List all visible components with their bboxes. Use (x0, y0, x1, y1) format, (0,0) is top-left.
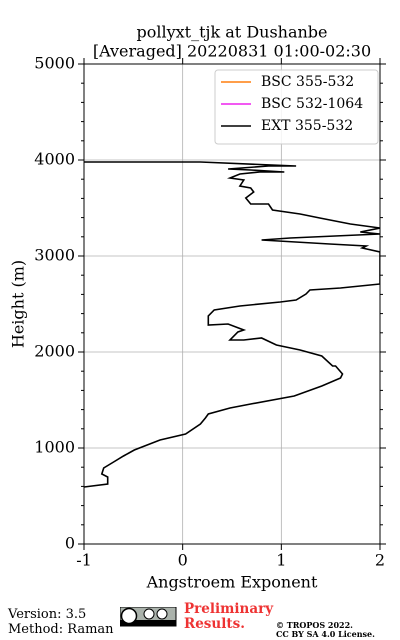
chart-subtitle: [Averaged] 20220831 01:00-02:30 (93, 42, 371, 61)
copyright: © TROPOS 2022. (276, 620, 353, 630)
x-tick-label: 0 (178, 551, 188, 570)
legend-box (214, 69, 379, 145)
legend-label: BSC 532-1064 (261, 96, 363, 112)
y-tick-label: 4000 (34, 150, 75, 169)
y-tick-label: 3000 (34, 246, 75, 265)
profile-line (84, 161, 380, 488)
x-tick-label: -1 (76, 551, 92, 570)
cc-badge (120, 607, 177, 627)
plot-frame (83, 63, 381, 545)
y-tick-label: 1000 (34, 438, 75, 457)
chart-title: pollyxt_tjk at Dushanbe (136, 23, 327, 42)
x-tick-label: 2 (375, 551, 385, 570)
legend-label: EXT 355-532 (261, 118, 353, 134)
preliminary-notice: Preliminary Results. (184, 601, 274, 632)
version: Version: 3.5 (8, 607, 87, 622)
license: CC BY SA 4.0 License. (276, 629, 375, 639)
y-axis-label: Height (m) (9, 260, 28, 348)
method: Method: Raman (8, 622, 114, 637)
y-tick-label: 0 (65, 534, 75, 553)
y-tick-label: 5000 (34, 54, 75, 73)
y-tick-label: 2000 (34, 342, 75, 361)
legend-label: BSC 355-532 (261, 74, 354, 90)
x-tick-label: 1 (276, 551, 286, 570)
x-axis-label: Angstroem Exponent (146, 573, 318, 592)
chart: pollyxt_tjk at Dushanbe [Averaged] 20220… (9, 23, 386, 592)
